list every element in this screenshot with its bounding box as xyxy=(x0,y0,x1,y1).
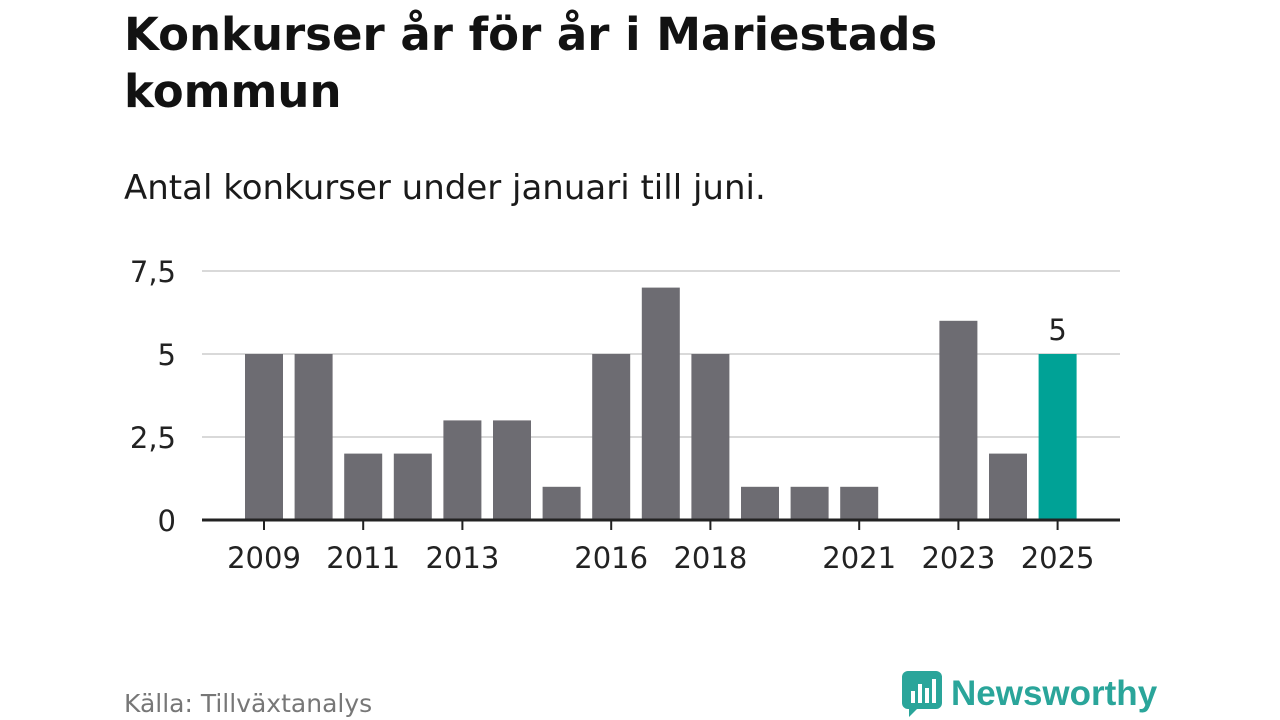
bar xyxy=(790,486,829,520)
bar-chart: 0 2,5 5 7,5 5 2009 2011 2013 2016 2018 2021 2023 202… xyxy=(130,255,1120,575)
bar xyxy=(443,420,482,520)
bar xyxy=(939,320,978,520)
brand-name: Newsworthy xyxy=(951,674,1158,713)
x-tick-label: 2016 xyxy=(574,541,648,575)
bar xyxy=(542,486,581,520)
x-tick-label: 2025 xyxy=(1021,541,1095,575)
x-tick-label: 2023 xyxy=(921,541,995,575)
data-label: 5 xyxy=(1048,313,1066,347)
bar xyxy=(741,486,779,520)
bar xyxy=(641,287,680,520)
bar xyxy=(691,354,730,520)
x-tick-label: 2021 xyxy=(822,541,896,575)
chart-title: Konkurser år för år i Mariestads kommun xyxy=(124,8,938,118)
y-tick-label: 0 xyxy=(158,504,176,538)
bar xyxy=(592,354,631,520)
chart-subtitle: Antal konkurser under januari till juni. xyxy=(124,168,766,208)
y-tick-label: 2,5 xyxy=(130,421,176,455)
bar xyxy=(840,486,879,520)
x-tick-label: 2011 xyxy=(326,541,400,575)
bar xyxy=(493,420,531,520)
y-tick-label: 5 xyxy=(158,338,176,372)
x-tick-label: 2013 xyxy=(425,541,499,575)
bar xyxy=(344,453,383,520)
x-tick-label: 2009 xyxy=(227,541,301,575)
y-tick-label: 7,5 xyxy=(130,255,176,289)
bar xyxy=(294,354,333,520)
bar xyxy=(1038,354,1077,520)
bar xyxy=(989,453,1027,520)
source-note: Källa: Tillväxtanalys xyxy=(124,689,373,718)
bar xyxy=(245,354,283,520)
newsworthy-logo-icon xyxy=(902,671,942,717)
brand-logo: Newsworthy xyxy=(901,670,1157,718)
x-tick-label: 2018 xyxy=(673,541,747,575)
bar xyxy=(393,453,432,520)
